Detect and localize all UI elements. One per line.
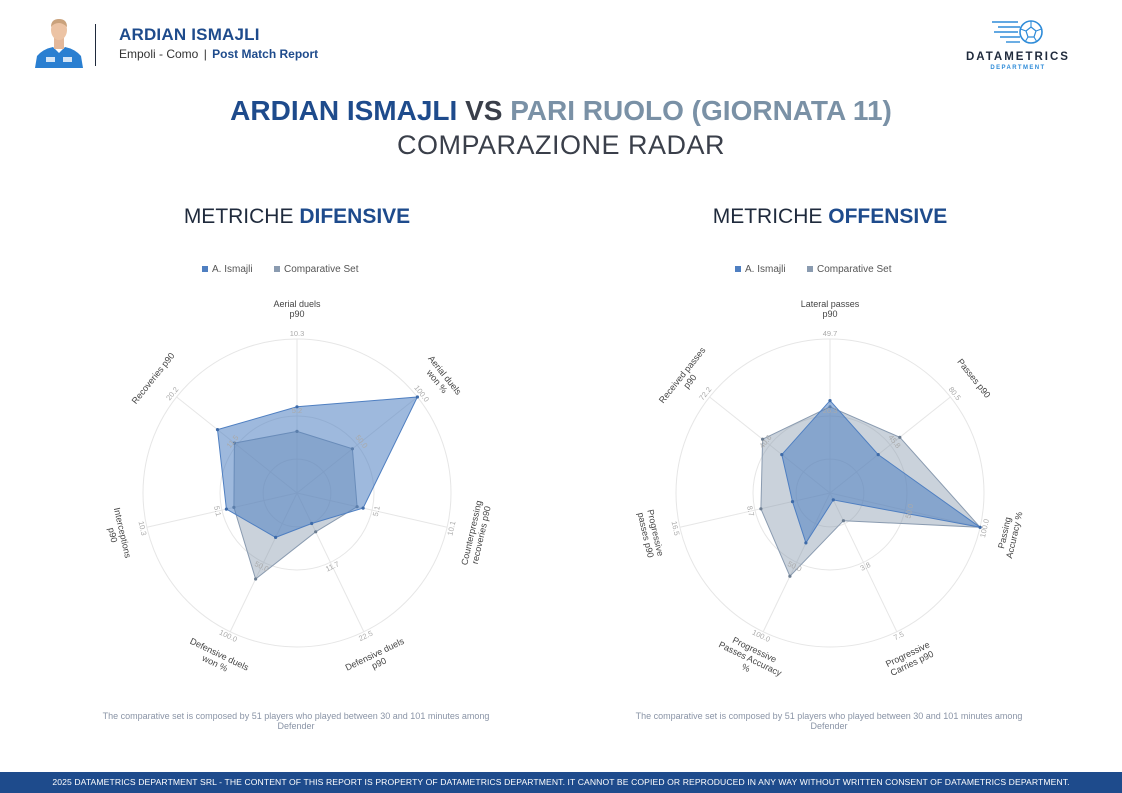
legend-swatch — [807, 266, 813, 272]
axis-label: PassingAccuracy % — [994, 509, 1024, 560]
series-point — [841, 519, 845, 523]
header-divider — [95, 24, 96, 66]
section-accent: OFFENSIVE — [828, 205, 948, 228]
tick-label: 10.3 — [136, 520, 148, 536]
legend-label: A. Ismajli — [745, 264, 786, 275]
axis-label-line: p90 — [289, 309, 304, 319]
legend-swatch — [274, 266, 280, 272]
tick-label: 11.7 — [324, 559, 341, 573]
ball-icon — [992, 20, 1043, 44]
match-separator: | — [203, 47, 207, 61]
player-series-area — [216, 396, 419, 538]
footer-bar: 2025 DATAMETRICS DEPARTMENT SRL - THE CO… — [0, 772, 1122, 793]
series-point — [314, 530, 318, 534]
axis-label: Defensive duelswon % — [184, 636, 251, 682]
tick-label: 10.1 — [445, 520, 457, 536]
legend-swatch — [735, 266, 741, 272]
player-series-area — [781, 399, 981, 545]
legend-label: Comparative Set — [817, 264, 892, 275]
title-player: ARDIAN ISMAJLI — [230, 95, 458, 126]
tick-label: 49.7 — [823, 329, 838, 338]
series-point — [790, 500, 795, 504]
axis-label: Counterpressingrecoveries p90 — [459, 499, 493, 568]
defensive-chart-note: The comparative set is composed by 51 pl… — [102, 711, 490, 731]
chart-legend: A. Ismajli Comparative Set — [202, 264, 359, 275]
tick-label: 22.5 — [357, 629, 374, 643]
axis-label-line: p90 — [822, 309, 837, 319]
axis-label-line: Aerial duels — [273, 299, 321, 309]
match-teams: Empoli - Como — [119, 47, 199, 61]
series-point — [978, 525, 982, 529]
footer-text: 2025 DATAMETRICS DEPARTMENT SRL - THE CO… — [52, 777, 1070, 787]
legend-label: Comparative Set — [284, 264, 359, 275]
series-point — [310, 521, 314, 526]
tick-label: 20.2 — [164, 385, 180, 402]
sub-title: COMPARAZIONE RADAR — [396, 130, 726, 160]
axis-label: Progressivepasses p90 — [636, 509, 666, 560]
tick-label: 7.5 — [892, 630, 905, 643]
logo-name: DATAMETRICS — [966, 51, 1070, 63]
match-info: Empoli - Como | Post Match Report — [119, 47, 318, 61]
title-comparison: PARI RUOLO (GIORNATA 11) — [510, 95, 892, 126]
tick-label: 16.5 — [669, 520, 681, 536]
tick-label: 72.2 — [697, 385, 713, 402]
series-point — [759, 507, 763, 511]
tick-label: 80.5 — [947, 385, 963, 402]
report-type: Post Match Report — [212, 47, 319, 61]
axis-label: Aerial duels p90 — [273, 299, 321, 319]
tick-label: 100.0 — [978, 518, 991, 538]
tick-label: 5.2 — [292, 406, 302, 415]
axis-label: ProgressiveCarries p90 — [884, 639, 936, 678]
main-title: ARDIAN ISMAJLI VS PARI RUOLO (GIORNATA 1… — [0, 95, 1122, 127]
tick-label: 10.3 — [290, 329, 305, 338]
series-point — [295, 405, 299, 409]
series-point — [254, 577, 258, 581]
offensive-chart-note: The comparative set is composed by 51 pl… — [635, 711, 1023, 731]
offensive-radar-chart: A. Ismajli Comparative Set26.349.745.880.… — [636, 264, 1025, 687]
tick-label: 100.0 — [751, 628, 772, 644]
datametrics-logo: DATAMETRICS DEPARTMENT — [958, 16, 1078, 74]
axis-spoke — [829, 492, 898, 632]
axis-label-line: Lateral passes — [801, 299, 860, 309]
title-vs: VS — [465, 95, 503, 126]
chart-legend: A. Ismajli Comparative Set — [735, 264, 892, 275]
axis-label-line: % — [740, 662, 752, 674]
series-point — [415, 395, 419, 399]
series-point — [831, 498, 835, 502]
series-point — [215, 428, 220, 432]
tick-label: 26.3 — [823, 406, 838, 415]
legend-label: A. Ismajli — [212, 264, 253, 275]
series-point — [804, 541, 808, 545]
defensive-radar-chart: A. Ismajli Comparative Set5.210.350.0100.… — [102, 264, 493, 682]
series-point — [274, 535, 278, 539]
offensive-section-title: METRICHE OFFENSIVE — [620, 205, 1040, 229]
section-prefix: METRICHE — [183, 205, 294, 228]
series-point — [361, 506, 365, 510]
tick-label: 5.1 — [371, 505, 382, 517]
player-avatar — [33, 16, 85, 68]
series-point — [876, 453, 880, 457]
series-point — [898, 435, 902, 439]
legend-swatch — [202, 266, 208, 272]
axis-label: Interceptionsp90 — [102, 507, 133, 562]
defensive-section-title: METRICHE DIFENSIVE — [87, 205, 507, 229]
tick-label: 5.1 — [212, 505, 223, 517]
tick-label: 3.8 — [859, 560, 872, 573]
axis-label: Lateral passes p90 — [801, 299, 860, 319]
tick-label: 100.0 — [218, 628, 239, 644]
series-point — [224, 507, 228, 511]
tick-label: 8.7 — [745, 505, 756, 517]
tick-label: 50.0 — [903, 503, 915, 519]
series-point — [828, 399, 832, 403]
player-name: ARDIAN ISMAJLI — [119, 25, 260, 44]
series-point — [761, 437, 765, 441]
logo-sub: DEPARTMENT — [990, 65, 1046, 71]
series-point — [788, 574, 792, 578]
section-accent: DIFENSIVE — [299, 205, 411, 228]
series-point — [780, 453, 784, 457]
axis-label: Defensive duelsp90 — [344, 636, 411, 682]
section-prefix: METRICHE — [712, 205, 823, 228]
axis-label: ProgressivePasses Accuracy% — [713, 630, 788, 687]
axis-label-line: p90 — [106, 527, 119, 544]
